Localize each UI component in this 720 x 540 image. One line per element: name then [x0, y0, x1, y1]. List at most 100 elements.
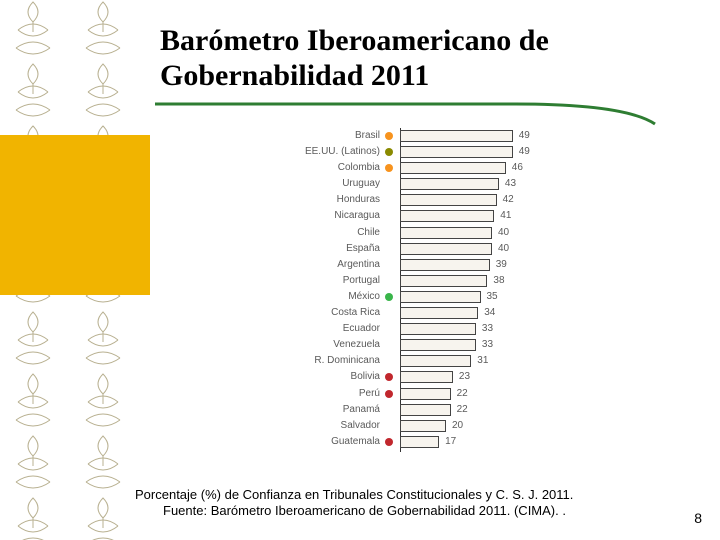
chart-bar: [400, 178, 499, 190]
footer-line-2: Fuente: Barómetro Iberoamericano de Gobe…: [135, 503, 695, 519]
chart-bar: [400, 227, 492, 239]
chart-row-dot: [385, 438, 393, 446]
chart-row-label: Bolivia: [351, 369, 380, 385]
chart-row-value: 49: [519, 128, 530, 144]
chart-row-label: Salvador: [341, 418, 380, 434]
chart-bar: [400, 420, 446, 432]
page-number: 8: [694, 510, 702, 526]
footer-line-1: Porcentaje (%) de Confianza en Tribunale…: [135, 487, 695, 503]
chart-row-label: México: [348, 289, 380, 305]
chart-row-label: Brasil: [355, 128, 380, 144]
decorative-motif: [8, 496, 58, 540]
chart-row-value: 39: [496, 257, 507, 273]
chart-row-dot: [385, 148, 393, 156]
chart-bar: [400, 388, 451, 400]
decorative-motif: [8, 434, 58, 494]
chart-row: Panamá 22: [230, 402, 570, 418]
chart-bar: [400, 339, 476, 351]
chart-row-label: Honduras: [337, 192, 380, 208]
chart-row: Colombia 46: [230, 160, 570, 176]
decorative-motif: [78, 0, 128, 60]
chart-bar: [400, 291, 481, 303]
chart-row-label: Uruguay: [342, 176, 380, 192]
chart-row: Salvador 20: [230, 418, 570, 434]
chart-row-dot: [385, 390, 393, 398]
chart-row: Brasil 49: [230, 128, 570, 144]
chart-bar: [400, 259, 490, 271]
footer-caption: Porcentaje (%) de Confianza en Tribunale…: [135, 487, 695, 520]
chart-row-label: Guatemala: [331, 434, 380, 450]
chart-row-value: 35: [487, 289, 498, 305]
chart-row-value: 33: [482, 321, 493, 337]
chart-row: Honduras 42: [230, 192, 570, 208]
chart-row: Ecuador 33: [230, 321, 570, 337]
chart-row: Uruguay43: [230, 176, 570, 192]
chart-row: Perú 22: [230, 386, 570, 402]
bar-chart: Brasil49EE.UU. (Latinos)49Colombia46Urug…: [230, 128, 570, 473]
chart-row-label: Argentina: [337, 257, 380, 273]
chart-bar: [400, 146, 513, 158]
chart-row-label: Venezuela: [333, 337, 380, 353]
chart-row-value: 20: [452, 418, 463, 434]
title-underline-swoosh: [155, 100, 675, 130]
chart-bar: [400, 162, 506, 174]
decorative-motif: [8, 62, 58, 122]
decorative-motif: [8, 372, 58, 432]
chart-row: Bolivia 23: [230, 369, 570, 385]
chart-row-label: España: [346, 241, 380, 257]
chart-row-dot: [385, 164, 393, 172]
decorative-motif: [8, 0, 58, 60]
chart-row-value: 41: [500, 208, 511, 224]
chart-row-value: 38: [493, 273, 504, 289]
chart-row-value: 22: [457, 402, 468, 418]
chart-bar: [400, 194, 497, 206]
chart-row-label: Portugal: [343, 273, 380, 289]
chart-row-value: 46: [512, 160, 523, 176]
chart-row-value: 22: [457, 386, 468, 402]
chart-row: EE.UU. (Latinos)49: [230, 144, 570, 160]
chart-bar: [400, 371, 453, 383]
decorative-motif: [78, 496, 128, 540]
chart-bar: [400, 307, 478, 319]
decorative-motif: [78, 372, 128, 432]
chart-row-value: 33: [482, 337, 493, 353]
chart-row-label: Nicaragua: [334, 208, 380, 224]
chart-row-label: Costa Rica: [331, 305, 380, 321]
chart-row-value: 40: [498, 225, 509, 241]
chart-bar: [400, 210, 494, 222]
chart-row-value: 42: [503, 192, 514, 208]
chart-row-dot: [385, 132, 393, 140]
page-title: Barómetro Iberoamericano de Gobernabilid…: [160, 24, 690, 93]
chart-row-label: Perú: [359, 386, 380, 402]
gold-band: [0, 135, 150, 295]
chart-row: Argentina 39: [230, 257, 570, 273]
chart-row: Costa Rica 34: [230, 305, 570, 321]
chart-bar: [400, 323, 476, 335]
chart-row: Chile 40: [230, 225, 570, 241]
chart-row-value: 34: [484, 305, 495, 321]
chart-row: México 35: [230, 289, 570, 305]
chart-row: R. Dominicana31: [230, 353, 570, 369]
chart-bar: [400, 130, 513, 142]
chart-bar: [400, 355, 471, 367]
chart-row-label: Chile: [357, 225, 380, 241]
chart-row: España 40: [230, 241, 570, 257]
chart-bar: [400, 436, 439, 448]
chart-row: Nicaragua 41: [230, 208, 570, 224]
decorative-motif: [78, 62, 128, 122]
chart-row: Portugal 38: [230, 273, 570, 289]
chart-bar: [400, 404, 451, 416]
chart-bar: [400, 243, 492, 255]
chart-row-label: Ecuador: [343, 321, 380, 337]
chart-row-value: 17: [445, 434, 456, 450]
chart-row-label: Panamá: [343, 402, 380, 418]
chart-row-dot: [385, 373, 393, 381]
chart-row-value: 40: [498, 241, 509, 257]
chart-row-value: 23: [459, 369, 470, 385]
chart-row: Venezuela 33: [230, 337, 570, 353]
chart-row-label: Colombia: [338, 160, 380, 176]
decorative-motif: [78, 434, 128, 494]
decorative-motif: [8, 310, 58, 370]
chart-row-label: EE.UU. (Latinos): [305, 144, 380, 160]
decorative-motif: [78, 310, 128, 370]
